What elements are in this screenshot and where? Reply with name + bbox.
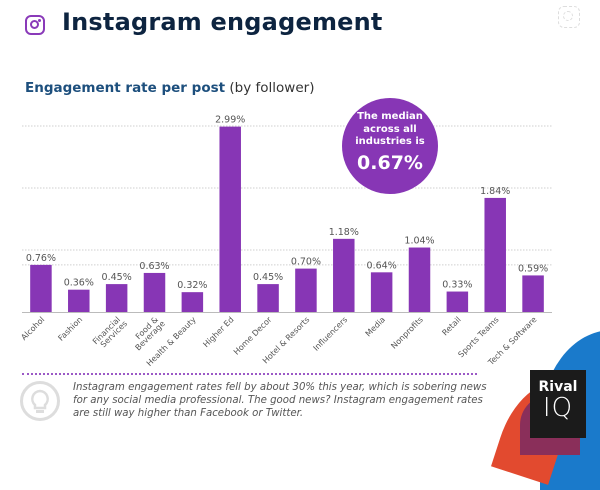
bar bbox=[105, 284, 128, 312]
page-title: Instagram engagement bbox=[62, 8, 383, 36]
rival-iq-logo-line2: IQ bbox=[542, 393, 574, 423]
median-text-line-3: industries is bbox=[355, 136, 425, 147]
bar-chart: 0.76%Alcohol0.36%Fashion0.45%FinancialSe… bbox=[19, 115, 552, 368]
chart-subtitle-bold: Engagement rate per post bbox=[25, 80, 226, 96]
median-value: 0.67% bbox=[357, 151, 423, 174]
bar bbox=[181, 292, 204, 312]
bar bbox=[30, 264, 52, 312]
lightbulb-icon bbox=[20, 381, 60, 421]
x-tick-label: Higher Ed bbox=[201, 315, 235, 349]
bar bbox=[484, 197, 506, 312]
x-tick-label: Retail bbox=[440, 315, 462, 337]
chart-subtitle-light: (by follower) bbox=[229, 80, 315, 96]
x-tick-label: Nonprofits bbox=[389, 315, 425, 351]
bar bbox=[408, 247, 431, 312]
bar-data-label: 1.04% bbox=[404, 236, 434, 247]
x-tick-label: Alcohol bbox=[19, 315, 46, 342]
x-tick-label: Influencers bbox=[312, 315, 350, 353]
instagram-icon bbox=[25, 15, 45, 35]
bar-data-label: 1.84% bbox=[480, 186, 510, 197]
bar bbox=[370, 272, 393, 312]
bar-data-label: 0.45% bbox=[102, 272, 132, 283]
bar-data-label: 0.36% bbox=[64, 278, 94, 289]
rival-iq-logo-line1: Rival bbox=[538, 379, 578, 395]
bar-data-label: 1.18% bbox=[329, 227, 359, 238]
bar bbox=[68, 289, 90, 312]
bar bbox=[219, 126, 241, 313]
median-callout: The median across all industries is 0.67… bbox=[342, 98, 438, 194]
bar-data-label: 0.63% bbox=[139, 261, 169, 272]
x-tick-label: Fashion bbox=[56, 315, 84, 343]
bar-data-label: 0.70% bbox=[291, 257, 321, 268]
bar-data-label: 0.64% bbox=[367, 260, 397, 271]
median-text-line-2: across all bbox=[363, 123, 417, 135]
x-tick-label: Home Decor bbox=[232, 315, 274, 357]
bar bbox=[522, 275, 544, 312]
rival-iq-logo: Rival IQ bbox=[530, 370, 586, 438]
note-text: Instagram engagement rates fell by about… bbox=[73, 382, 487, 419]
bar-data-label: 0.33% bbox=[442, 280, 472, 291]
bar-data-label: 0.32% bbox=[177, 280, 207, 291]
bar-data-label: 2.99% bbox=[215, 115, 245, 126]
x-tick-label: Media bbox=[364, 315, 387, 338]
bar-data-label: 0.45% bbox=[253, 272, 283, 283]
chart-subtitle: Engagement rate per post (by follower) bbox=[25, 80, 314, 96]
bar-data-label: 0.76% bbox=[26, 253, 56, 264]
divider bbox=[22, 373, 477, 375]
bar bbox=[446, 291, 469, 312]
instagram-watermark-icon bbox=[558, 6, 580, 28]
bar bbox=[143, 272, 166, 312]
bar-data-label: 0.59% bbox=[518, 263, 548, 274]
bar bbox=[257, 284, 279, 312]
bar bbox=[295, 268, 317, 312]
median-text-line-1: The median bbox=[357, 111, 423, 122]
bar bbox=[333, 238, 355, 312]
